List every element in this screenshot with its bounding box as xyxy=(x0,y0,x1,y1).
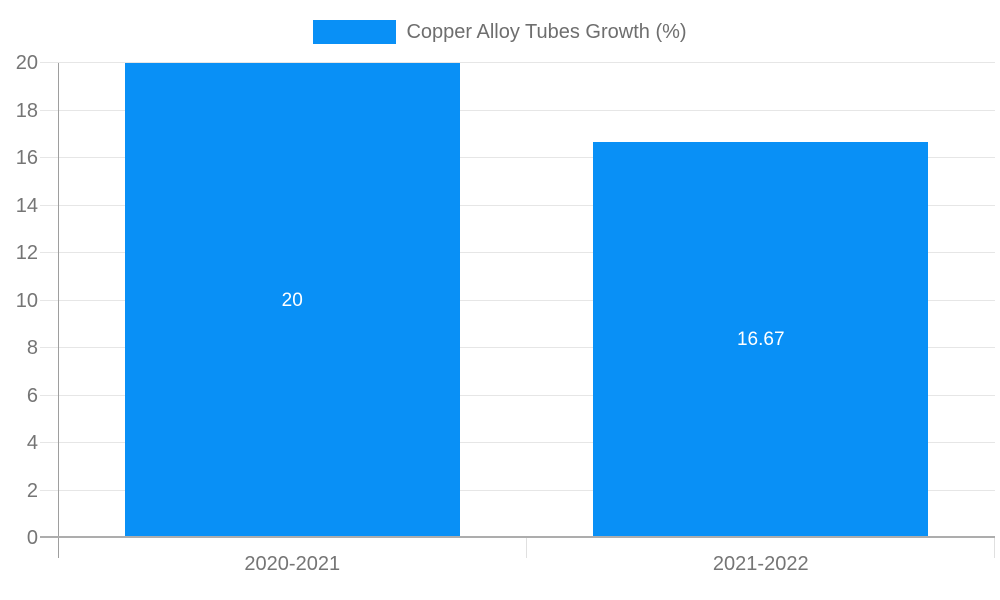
gridline-y-2 xyxy=(40,489,995,491)
gridline-y-6 xyxy=(40,394,995,396)
gridline-y-4 xyxy=(40,442,995,443)
y-tick-label-14: 14 xyxy=(15,194,38,217)
y-tick-label-6: 6 xyxy=(26,384,38,407)
bar-value-label: 16.67 xyxy=(736,329,785,351)
bar-2021-2022[interactable]: 16.67 xyxy=(593,142,929,538)
category-label-2020-2021: 2020-2021 xyxy=(244,553,341,575)
y-tick-label-2: 2 xyxy=(26,479,38,502)
y-tick-label-12: 12 xyxy=(15,242,38,264)
category-label-2021-2022: 2021-2022 xyxy=(712,553,809,575)
y-tick-label-0: 0 xyxy=(26,527,38,549)
legend-item[interactable]: Copper Alloy Tubes Growth (%) xyxy=(0,20,1000,44)
x-axis-baseline xyxy=(40,536,995,538)
y-tick-label-4: 4 xyxy=(26,432,38,454)
gridline-y-16 xyxy=(40,157,995,158)
y-tick-label-8: 8 xyxy=(26,337,38,359)
y-tick-label-10: 10 xyxy=(15,289,38,312)
y-tick-label-16: 16 xyxy=(15,147,38,169)
legend-swatch xyxy=(313,20,397,44)
plot-area: 0 2 4 6 8 10 12 14 16 18 20 20 16.67 xyxy=(16,53,995,558)
y-tick-label-18: 18 xyxy=(15,99,38,122)
legend-label: Copper Alloy Tubes Growth (%) xyxy=(406,21,687,43)
bar-2020-2021[interactable]: 20 xyxy=(124,63,460,538)
gridline-y-8 xyxy=(40,347,995,348)
gridline-y-14 xyxy=(40,204,995,206)
y-tick-label-20: 20 xyxy=(15,52,38,74)
y-axis-line xyxy=(58,63,59,558)
gridline-y-12 xyxy=(40,252,995,253)
bar-value-label: 20 xyxy=(281,289,303,311)
gridline-y-10 xyxy=(40,299,995,301)
x-axis-tick xyxy=(525,538,527,558)
gridline-y-18 xyxy=(40,109,995,111)
x-axis-labels: 2020-2021 2021-2022 xyxy=(58,553,995,583)
gridline-y-20 xyxy=(40,62,995,63)
x-axis-tick xyxy=(994,538,995,558)
